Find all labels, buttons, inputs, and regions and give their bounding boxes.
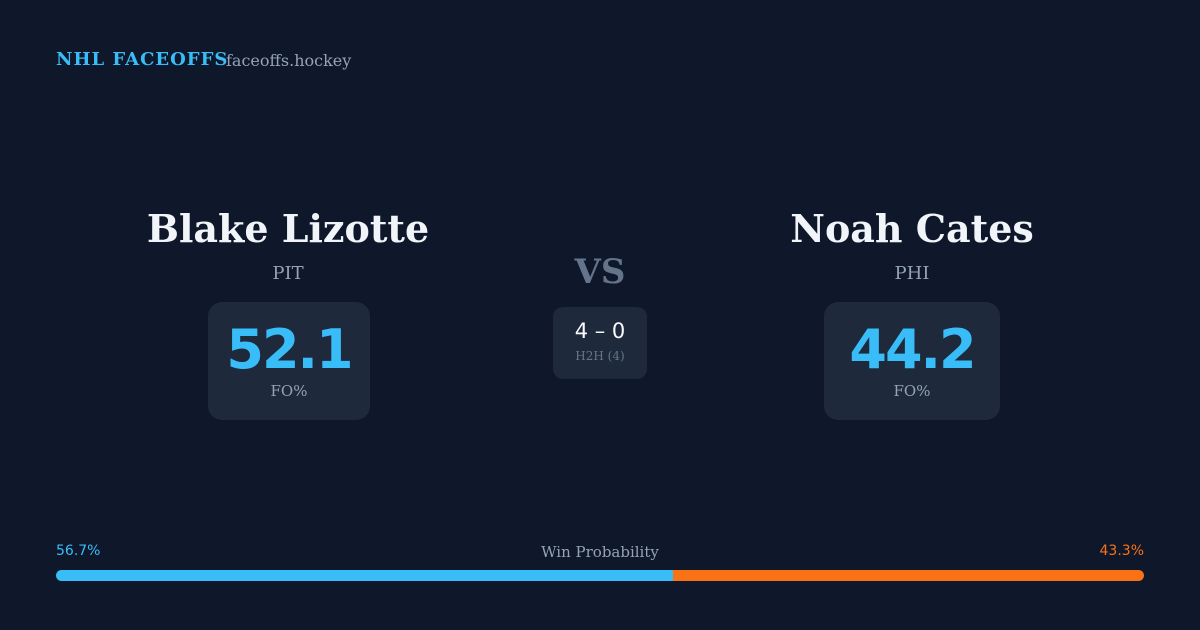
fo-label: FO%	[270, 382, 308, 400]
win-prob-segment	[56, 570, 673, 581]
versus: VS	[574, 252, 626, 292]
stat-box: 44.2 FO%	[824, 302, 1000, 420]
fo-pct: 52.1	[226, 318, 353, 381]
h2h-score: 4 – 0	[574, 319, 626, 343]
player-team: PHI	[894, 263, 930, 284]
player-name: Blake Lizotte	[146, 206, 430, 251]
win-prob-right: 43.3%	[1099, 543, 1144, 559]
brand: NHL FACEOFFS	[56, 49, 229, 70]
domain: faceoffs.hockey	[226, 51, 352, 70]
player-name: Noah Cates	[790, 206, 1034, 251]
win-prob-left: 56.7%	[56, 543, 101, 559]
player-team: PIT	[272, 263, 304, 284]
h2h-box: 4 – 0 H2H (4)	[553, 307, 647, 379]
win-prob-title: Win Probability	[541, 543, 659, 561]
h2h-label: H2H (4)	[575, 349, 625, 363]
win-prob-bar	[56, 570, 1144, 581]
win-prob-segment	[672, 570, 1144, 581]
fo-pct: 44.2	[849, 318, 976, 381]
fo-label: FO%	[893, 382, 931, 400]
stat-box: 52.1 FO%	[208, 302, 370, 420]
